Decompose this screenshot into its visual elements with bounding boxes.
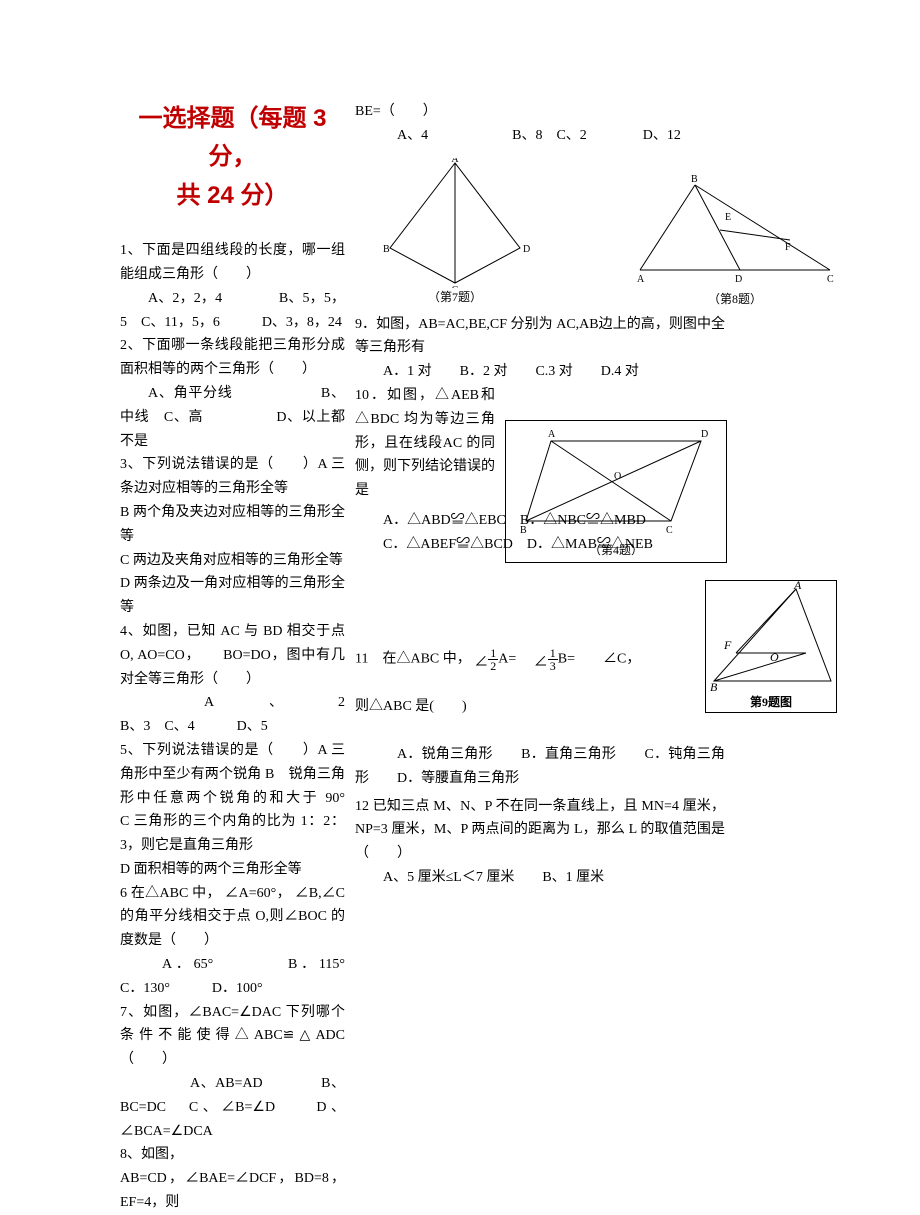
svg-text:D: D (523, 244, 530, 255)
question-5: 5、下列说法错误的是（ ）A 三角形中至少有两个锐角 B 锐角三角形中任意两个锐… (120, 739, 345, 882)
svg-text:F: F (785, 242, 791, 253)
svg-text:B: B (691, 174, 698, 185)
svg-text:C: C (666, 525, 673, 536)
question-7: 7、如图，∠BAC=∠DAC 下列哪个条件不能使得△ABC≌△ADC（ ） A、… (120, 1001, 345, 1144)
question-8-part1: 8、如图， AB=CD，∠BAE=∠DCF，BD=8，EF=4，则 (120, 1143, 345, 1214)
svg-text:E: E (725, 212, 731, 223)
svg-text:O: O (770, 650, 779, 664)
question-12: 12 已知三点 M、N、P 不在同一条直线上，且 MN=4 厘米，NP=3 厘米… (355, 795, 725, 890)
svg-text:F: F (723, 638, 732, 652)
svg-text:A: A (793, 581, 802, 592)
question-1: 1、下面是四组线段的长度，哪一组能组成三角形（ ） A、2，2，4 B、5，5，… (120, 239, 345, 334)
svg-text:A: A (548, 429, 556, 440)
question-9: 9．如图，AB=AC,BE,CF 分别为 AC,AB边上的高，则图中全等三角形有… (355, 313, 725, 384)
figure-q9: A F O B 第9题图 (705, 580, 837, 713)
svg-text:B: B (520, 525, 527, 536)
figure-q7: A B C D （第7题） (375, 158, 535, 305)
question-10: 10．如图，△AEB和△BDC 均为等边三角形，且在线段AC 的同侧，则下列结论… (355, 384, 495, 503)
svg-text:D: D (735, 274, 742, 285)
question-6: 6 在△ABC 中， ∠A=60°， ∠B,∠C 的角平分线相交于点 O,则∠B… (120, 882, 345, 1001)
svg-text:B: B (710, 680, 718, 691)
svg-text:D: D (701, 429, 708, 440)
question-2: 2、下面哪一条线段能把三角形分成面积相等的两个三角形（ ） A、角平分线 B、中… (120, 334, 345, 453)
svg-text:O: O (614, 471, 621, 482)
question-3: 3、下列说法错误的是（ ）A 三条边对应相等的三角形全等 B 两个角及夹边对应相… (120, 453, 345, 620)
question-11: 11 在△ABC 中， ∠12A= ∠13B= ∠C， 则△ABC 是( ) A… (355, 647, 725, 791)
question-8-part2: BE=（ ） A、4 B、8 C、2 D、12 (355, 100, 725, 148)
figure-q8: A B C D E F （第8题） (635, 170, 835, 307)
svg-text:A: A (637, 274, 645, 285)
svg-text:C: C (827, 274, 834, 285)
question-4: 4、如图，已知 AC 与 BD 相交于点O, AO=CO， BO=DO，图中有几… (120, 620, 345, 739)
figure-q10: A B C D O （第4题） (505, 420, 727, 563)
svg-text:A: A (451, 158, 459, 165)
svg-text:B: B (383, 244, 390, 255)
section-title: 一选择题（每题 3 分， 共 24 分） (120, 100, 345, 215)
